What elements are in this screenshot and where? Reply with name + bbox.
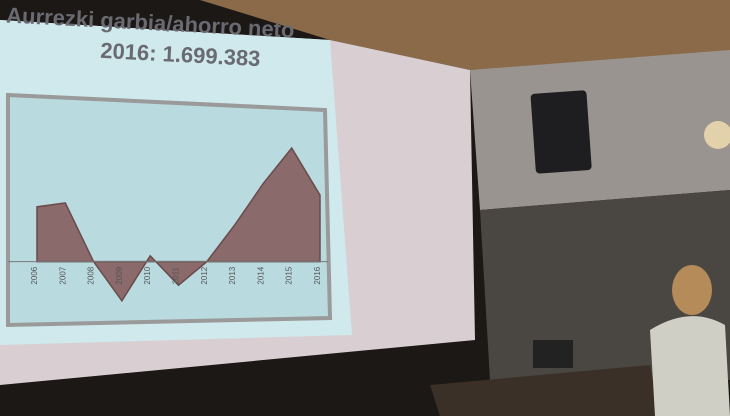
x-tick-label: 2016 [313, 266, 322, 284]
x-tick-label: 2010 [143, 266, 152, 284]
x-tick-label: 2013 [228, 266, 237, 284]
x-tick-label: 2011 [172, 267, 181, 285]
wall [470, 50, 730, 210]
x-tick-label: 2015 [285, 266, 294, 284]
x-tick-label: 2014 [256, 266, 265, 284]
x-tick-label: 2006 [30, 266, 39, 284]
scene: 2006 2007 2008 2009 2010 2011 2012 2013 2014 2015… [0, 0, 730, 416]
x-tick-label: 2007 [58, 266, 67, 284]
person-body [650, 316, 730, 416]
speaker [530, 90, 591, 174]
x-tick-label: 2009 [115, 266, 124, 284]
person-head [672, 265, 712, 315]
x-tick-label: 2008 [87, 266, 96, 284]
laptop [533, 340, 573, 368]
page: {"chart_data": {"type": "area", "title":… [0, 0, 730, 416]
x-tick-label: 2012 [200, 266, 209, 284]
